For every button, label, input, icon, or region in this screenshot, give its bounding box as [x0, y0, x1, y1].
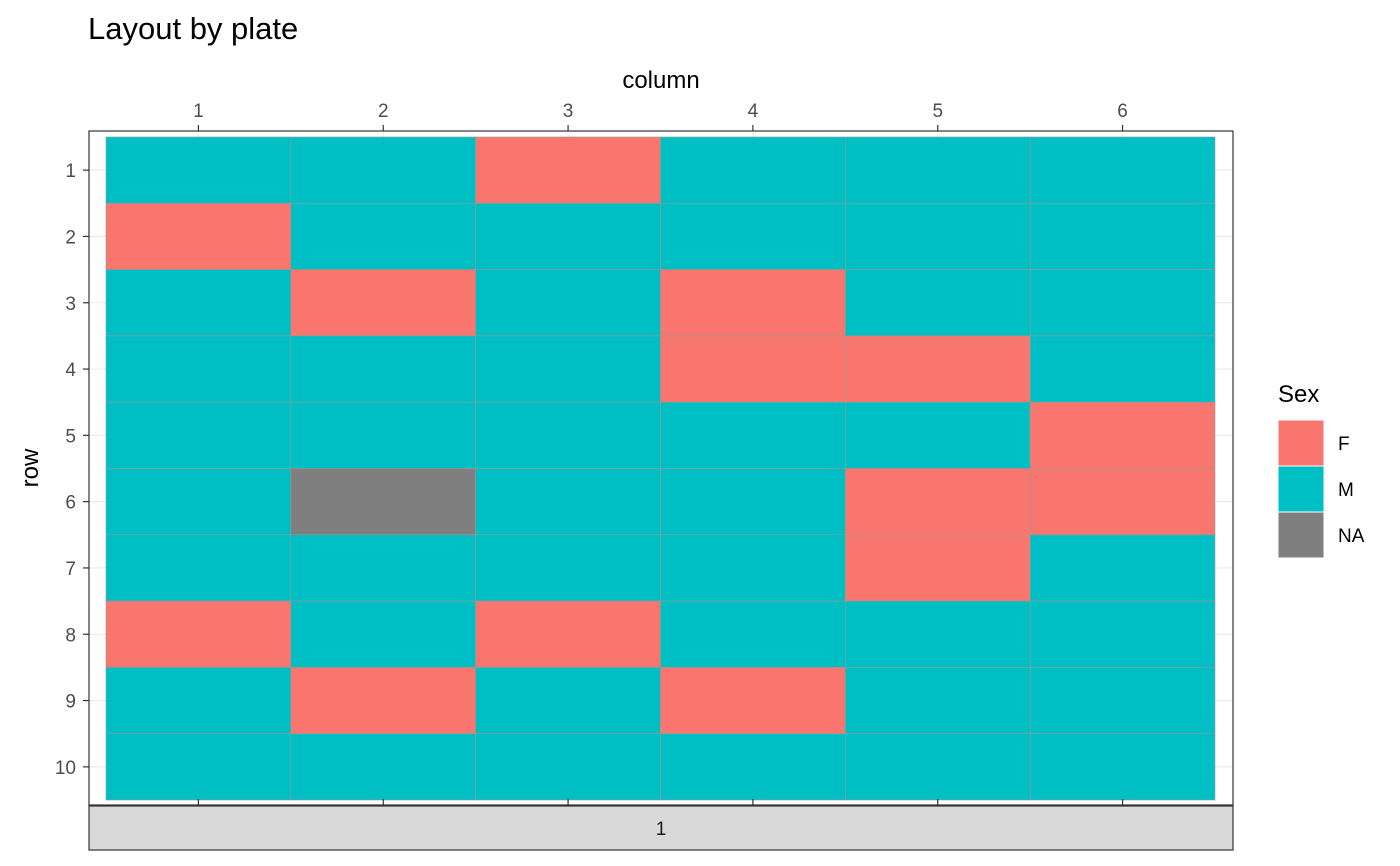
chart-title: Layout by plate: [88, 11, 298, 46]
x-tick-label: 1: [193, 101, 204, 122]
y-tick-label: 10: [55, 758, 76, 779]
heatmap-cell: [105, 401, 292, 469]
x-tick-label: 6: [1117, 101, 1128, 122]
heatmap-cell: [105, 335, 292, 403]
heatmap-cell: [105, 667, 292, 735]
heatmap-cell: [290, 667, 476, 735]
heatmap-cell: [660, 335, 846, 403]
heatmap-cell: [660, 733, 846, 801]
x-tick-label: 3: [563, 101, 574, 122]
heatmap-cell: [845, 136, 1031, 204]
y-tick-label: 4: [65, 360, 76, 381]
y-tick-label: 8: [65, 625, 76, 646]
heatmap-cell: [475, 534, 661, 602]
heatmap-cell: [105, 534, 292, 602]
legend: Sex F M NA: [1277, 381, 1365, 559]
heatmap-cell: [290, 733, 476, 801]
heatmap-cell: [290, 335, 476, 403]
heatmap-cell: [1029, 667, 1216, 735]
y-tick-label: 2: [65, 227, 76, 248]
heatmap-cell: [105, 600, 292, 668]
heatmap-cell: [1029, 600, 1216, 668]
x-tick-label: 5: [932, 101, 943, 122]
heatmap-cell: [475, 335, 661, 403]
legend-key: [1277, 465, 1325, 513]
heatmap-cell: [475, 136, 661, 204]
panel-frame: [88, 130, 1234, 806]
heatmap-cell: [845, 335, 1031, 403]
heatmap-cell: [660, 136, 846, 204]
y-tick-label: 5: [65, 426, 76, 447]
heatmap-cell: [105, 733, 292, 801]
heatmap-cell: [1029, 534, 1216, 602]
heatmap-cell: [105, 203, 292, 270]
y-axis: 1 2 3 4 5 6 7 8 9 10: [55, 161, 89, 779]
heatmap-cell: [475, 269, 661, 337]
facet-strip: [88, 805, 1234, 851]
heatmap-cell: [290, 203, 476, 270]
heatmap-cell: [1029, 468, 1216, 536]
heatmap-cell: [845, 401, 1031, 469]
heatmap-cell: [105, 136, 292, 204]
legend-label: F: [1338, 434, 1350, 455]
x-tick-label: 4: [748, 101, 759, 122]
heatmap-cell: [660, 468, 846, 536]
heatmap-cell: [1029, 335, 1216, 403]
heatmap-cell: [845, 534, 1031, 602]
heatmap-cell: [475, 667, 661, 735]
y-tick-label: 9: [65, 692, 76, 713]
heatmap-cell: [475, 600, 661, 668]
heatmap-cell: [845, 733, 1031, 801]
heatmap-cells: [105, 136, 1216, 801]
y-tick-label: 6: [65, 493, 76, 514]
y-tick-label: 1: [65, 161, 76, 182]
heatmap-cell: [845, 468, 1031, 536]
heatmap-cell: [660, 534, 846, 602]
legend-title: Sex: [1278, 381, 1319, 408]
legend-key: [1277, 419, 1325, 467]
heatmap-cell: [475, 468, 661, 536]
heatmap-cell: [475, 733, 661, 801]
heatmap-cell: [105, 269, 292, 337]
heatmap-cell: [475, 401, 661, 469]
y-axis-title: row: [17, 448, 44, 487]
heatmap-cell: [660, 203, 846, 270]
heatmap-cell: [290, 136, 476, 204]
heatmap-cell: [660, 269, 846, 337]
y-tick-label: 7: [65, 559, 76, 580]
heatmap-cell: [845, 269, 1031, 337]
heatmap-cell: [1029, 733, 1216, 801]
heatmap-cell: [290, 600, 476, 668]
legend-label: M: [1338, 480, 1354, 501]
heatmap-cell: [1029, 136, 1216, 204]
panel-border: [88, 130, 1234, 806]
heatmap-cell: [660, 667, 846, 735]
heatmap-cell: [290, 534, 476, 602]
heatmap-cell: [660, 600, 846, 668]
heatmap-cell: [290, 468, 476, 536]
heatmap-cell: [290, 401, 476, 469]
heatmap-cell: [845, 600, 1031, 668]
heatmap-cell: [1029, 203, 1216, 270]
heatmap-cell: [660, 401, 846, 469]
x-axis: 1 2 3 4 5 6: [193, 101, 1128, 805]
facet-strip-label: 1: [656, 819, 667, 840]
x-axis-title: column: [622, 67, 699, 94]
heatmap-cell: [1029, 269, 1216, 337]
heatmap-cell: [105, 468, 292, 536]
legend-label: NA: [1338, 526, 1365, 547]
y-tick-label: 3: [65, 294, 76, 315]
heatmap-cell: [845, 667, 1031, 735]
heatmap-cell: [1029, 401, 1216, 469]
legend-key: [1277, 511, 1325, 559]
heatmap-cell: [475, 203, 661, 270]
heatmap-cell: [845, 203, 1031, 270]
x-tick-label: 2: [378, 101, 389, 122]
heatmap-cell: [290, 269, 476, 337]
